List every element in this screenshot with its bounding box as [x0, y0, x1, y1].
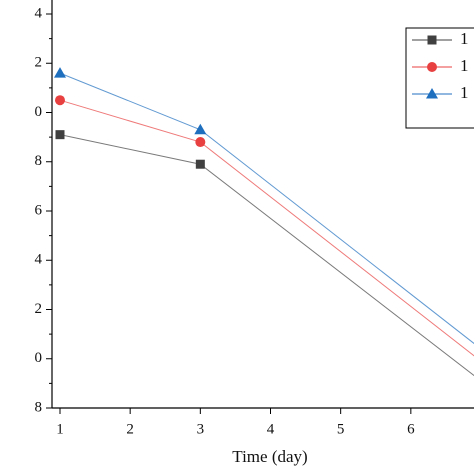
legend-label: 1 — [460, 83, 469, 102]
y-tick-label: 4 — [35, 5, 43, 21]
y-tick-label: 8 — [35, 153, 43, 169]
x-tick-label: 5 — [337, 421, 345, 437]
marker — [195, 137, 206, 148]
y-tick-label: 6 — [35, 202, 43, 218]
marker — [53, 67, 66, 78]
x-tick-label: 4 — [267, 421, 275, 437]
marker — [55, 130, 65, 140]
legend-box — [405, 27, 474, 129]
marker — [426, 88, 438, 99]
series-line — [59, 99, 474, 357]
y-tick-label: 0 — [35, 104, 43, 120]
x-tick-label: 1 — [56, 421, 64, 437]
legend-label: 1 — [460, 29, 469, 48]
x-tick-label: 3 — [197, 421, 205, 437]
series-line — [59, 134, 474, 377]
y-tick-label: 2 — [35, 301, 43, 317]
x-axis-label: Time (day) — [232, 447, 307, 466]
marker — [427, 62, 437, 72]
x-tick-label: 2 — [126, 421, 134, 437]
marker — [427, 35, 437, 45]
marker — [54, 95, 65, 106]
marker — [194, 123, 207, 135]
y-tick-label: 0 — [35, 350, 43, 366]
y-tick-label: 8 — [35, 399, 43, 415]
x-tick-label: 6 — [407, 421, 415, 437]
y-tick-label: 4 — [35, 252, 43, 268]
legend-label: 1 — [460, 56, 469, 75]
y-tick-label: 2 — [35, 55, 43, 71]
marker — [195, 159, 205, 169]
